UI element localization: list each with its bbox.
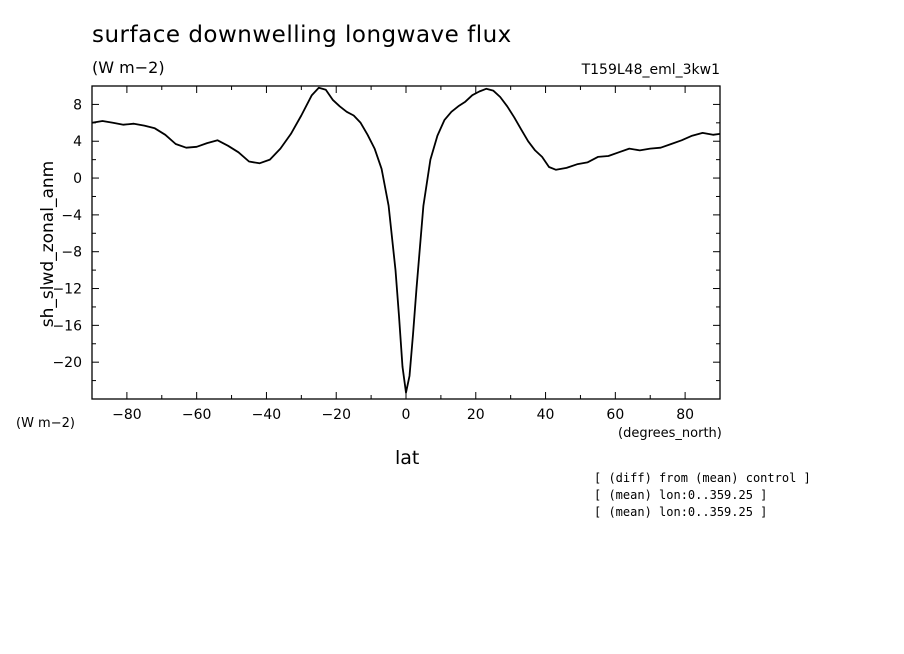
chart-units: (W m−2) <box>92 58 165 77</box>
annotation-notes: [ (diff) from (mean) control ] [ (mean) … <box>594 470 811 521</box>
y-tick-label: 4 <box>73 134 82 150</box>
y-tick-label: −12 <box>52 282 82 298</box>
y-tick-label: −8 <box>61 245 82 261</box>
note-line: [ (mean) lon:0..359.25 ] <box>594 505 768 519</box>
x-tick-label: −40 <box>252 407 282 423</box>
x-tick-label: 80 <box>676 407 694 423</box>
note-line: [ (mean) lon:0..359.25 ] <box>594 488 768 502</box>
x-tick-label: −60 <box>182 407 212 423</box>
chart-title: surface downwelling longwave flux <box>92 22 512 48</box>
x-axis-units: (degrees_north) <box>618 426 722 441</box>
x-tick-label: −80 <box>112 407 142 423</box>
x-tick-label: 20 <box>467 407 485 423</box>
y-tick-label: −16 <box>52 318 82 334</box>
x-tick-label: 0 <box>402 407 411 423</box>
y-tick-label: 0 <box>73 171 82 187</box>
run-id-label: T159L48_eml_3kw1 <box>581 62 720 78</box>
y-tick-label: 8 <box>73 97 82 113</box>
x-tick-label: 60 <box>606 407 624 423</box>
note-line: [ (diff) from (mean) control ] <box>594 471 811 485</box>
x-tick-label: 40 <box>537 407 555 423</box>
x-tick-label: −20 <box>321 407 351 423</box>
x-axis-label: lat <box>395 447 420 469</box>
series-line <box>91 86 721 394</box>
y-tick-label: −4 <box>61 208 82 224</box>
y-axis-units: (W m−2) <box>16 416 75 431</box>
y-tick-label: −20 <box>52 355 82 371</box>
plot-frame <box>91 85 721 400</box>
